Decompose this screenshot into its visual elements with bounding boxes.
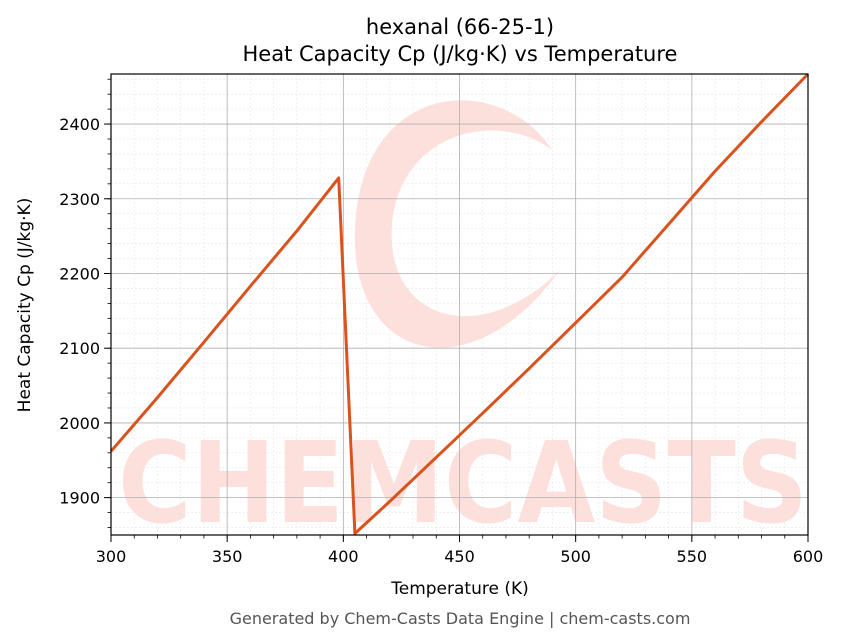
x-tick-label: 300 [96, 547, 127, 566]
y-tick-label: 1900 [59, 489, 100, 508]
series-layer [109, 72, 810, 535]
y-tick-label: 2000 [59, 414, 100, 433]
watermark-swirl [354, 100, 560, 348]
x-tick-label: 550 [677, 547, 708, 566]
footer-credit: Generated by Chem-Casts Data Engine | ch… [230, 609, 691, 628]
watermark-text: CHEMCASTS [118, 419, 808, 549]
y-tick-label: 2400 [59, 115, 100, 134]
watermark: CHEMCASTS [118, 100, 808, 549]
y-tick-label: 2300 [59, 190, 100, 209]
x-tick-label: 450 [444, 547, 475, 566]
x-axis-label: Temperature (K) [390, 579, 529, 599]
chart-subtitle: Heat Capacity Cp (J/kg·K) vs Temperature [243, 42, 678, 66]
y-axis-label: Heat Capacity Cp (J/kg·K) [15, 198, 35, 413]
series-line-0 [109, 72, 810, 535]
chart-title: hexanal (66-25-1) [366, 15, 554, 39]
grid [110, 74, 809, 535]
y-tick-label: 2100 [59, 339, 100, 358]
ticks: 300 350 400 450 500 550 600 1900 2000 2100 2200 230… [59, 78, 824, 566]
x-tick-label: 600 [793, 547, 824, 566]
x-tick-label: 500 [560, 547, 591, 566]
x-tick-label: 350 [212, 547, 243, 566]
x-tick-label: 400 [328, 547, 359, 566]
y-tick-label: 2200 [59, 264, 100, 283]
